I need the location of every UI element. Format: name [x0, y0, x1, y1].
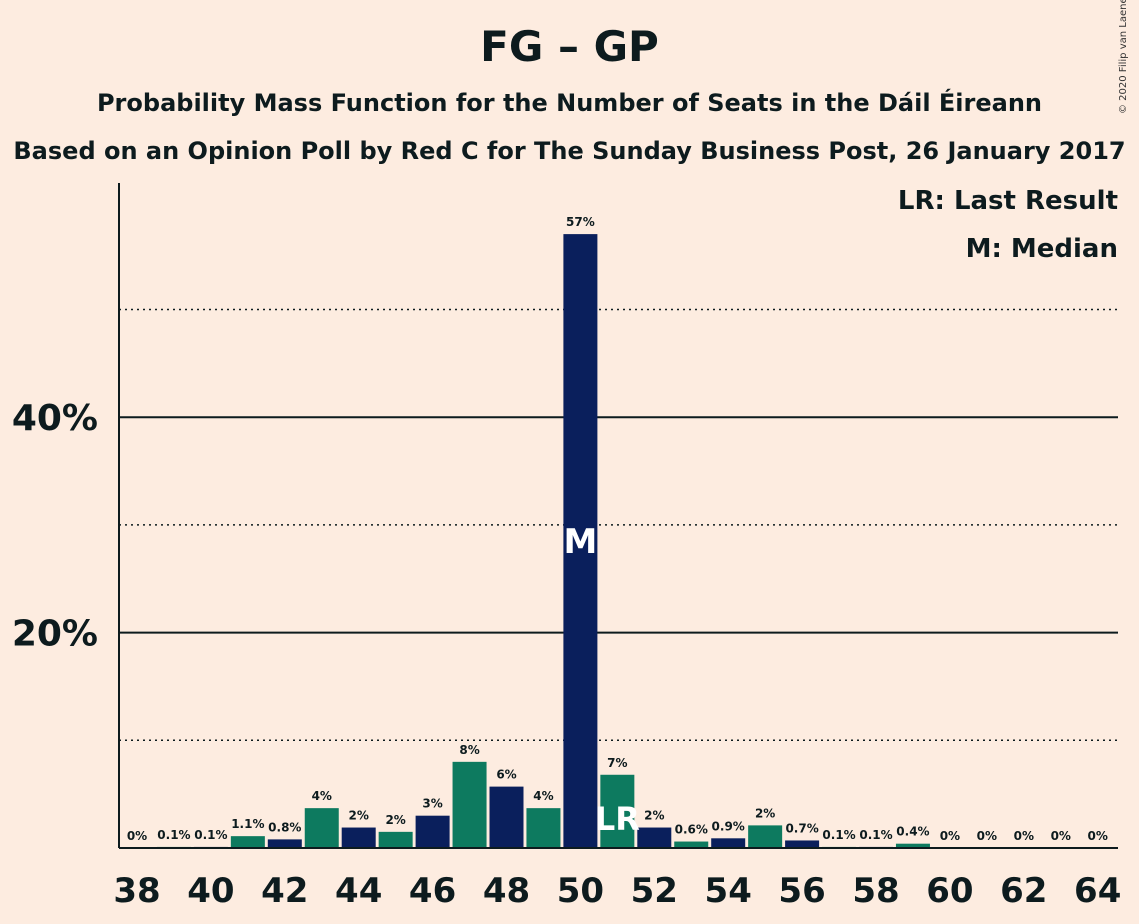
x-tick-label: 48 — [483, 871, 530, 911]
bar-value-label: 6% — [496, 768, 516, 782]
bar-value-label: 0% — [1014, 829, 1034, 843]
bar-value-label: 2% — [755, 806, 775, 820]
bar-value-label: 0.9% — [712, 819, 745, 833]
bar — [415, 815, 450, 848]
x-tick-label: 40 — [187, 871, 234, 911]
bar-value-label: 7% — [607, 756, 627, 770]
bar-value-label: 8% — [459, 743, 479, 757]
bar-value-label: 0.7% — [785, 821, 818, 835]
bar — [489, 786, 524, 848]
bar — [452, 761, 487, 848]
bar — [267, 839, 302, 848]
bar-value-label: 0% — [127, 829, 147, 843]
bar-value-label: 0% — [940, 829, 960, 843]
bar — [378, 831, 413, 848]
y-tick-label: 20% — [12, 614, 98, 655]
bar-value-label: 0.8% — [268, 820, 301, 834]
bar — [341, 827, 376, 848]
bar-value-label: 4% — [312, 789, 332, 803]
bar-value-label: 2% — [349, 809, 369, 823]
chart-subtitle-1: Probability Mass Function for the Number… — [96, 89, 1043, 117]
y-tick-labels: 20% 40% — [12, 398, 98, 654]
bar — [674, 841, 709, 848]
bar — [304, 808, 339, 848]
x-tick-label: 58 — [852, 871, 899, 911]
y-tick-label: 40% — [12, 398, 98, 439]
bar — [785, 840, 820, 848]
bar-value-label: 0% — [977, 829, 997, 843]
x-tick-label: 50 — [557, 871, 604, 911]
gridlines — [119, 308, 1118, 742]
bar — [526, 808, 561, 848]
bar-value-label: 0% — [1051, 829, 1071, 843]
bar-value-label: 4% — [533, 789, 553, 803]
x-tick-label: 44 — [335, 871, 382, 911]
x-tick-label: 60 — [926, 871, 973, 911]
bar-value-label: 0.1% — [822, 828, 855, 842]
x-tick-label: 56 — [778, 871, 825, 911]
bar-value-label: 57% — [566, 215, 595, 229]
markers: M LR — [563, 522, 639, 838]
bar-value-label: 0.1% — [859, 828, 892, 842]
chart-subtitle-2: Based on an Opinion Poll by Red C for Th… — [13, 137, 1126, 165]
bar-value-label: 0.4% — [896, 825, 929, 839]
x-tick-label: 42 — [261, 871, 308, 911]
x-tick-label: 46 — [409, 871, 456, 911]
x-tick-label: 38 — [113, 871, 160, 911]
x-tick-label: 62 — [1000, 871, 1047, 911]
legend-last-result: LR: Last Result — [898, 186, 1118, 216]
bar — [637, 827, 672, 848]
chart-title: FG – GP — [480, 22, 659, 71]
bar — [895, 843, 930, 848]
bar-value-label: 0.1% — [194, 828, 227, 842]
bar — [600, 774, 635, 848]
bar-value-label: 3% — [422, 797, 442, 811]
x-tick-labels: 38 40 42 44 46 48 50 52 54 56 58 60 62 64 — [113, 871, 1121, 911]
bar — [748, 825, 783, 848]
bar — [711, 838, 746, 848]
bar-value-label: 0.6% — [675, 823, 708, 837]
x-tick-label: 54 — [705, 871, 752, 911]
median-marker: M — [563, 522, 597, 562]
x-tick-label: 64 — [1074, 871, 1121, 911]
x-tick-label: 52 — [631, 871, 678, 911]
bar-value-label: 2% — [385, 813, 405, 827]
bar-value-label: 0.1% — [157, 828, 190, 842]
legend-median: M: Median — [966, 234, 1118, 264]
bar-value-labels: 0% 0.1% 0.1% 1.1% 0.8% 4% 2% 2% 3% 8% 6% 4% 57% 7% 2% 0… — [127, 215, 1108, 843]
bar — [230, 836, 265, 848]
bar-value-label: 2% — [644, 809, 664, 823]
bar — [563, 234, 598, 849]
last-result-marker: LR — [595, 800, 640, 838]
bars — [156, 234, 930, 849]
bar-value-label: 0% — [1088, 829, 1108, 843]
bar-value-label: 1.1% — [231, 817, 264, 831]
